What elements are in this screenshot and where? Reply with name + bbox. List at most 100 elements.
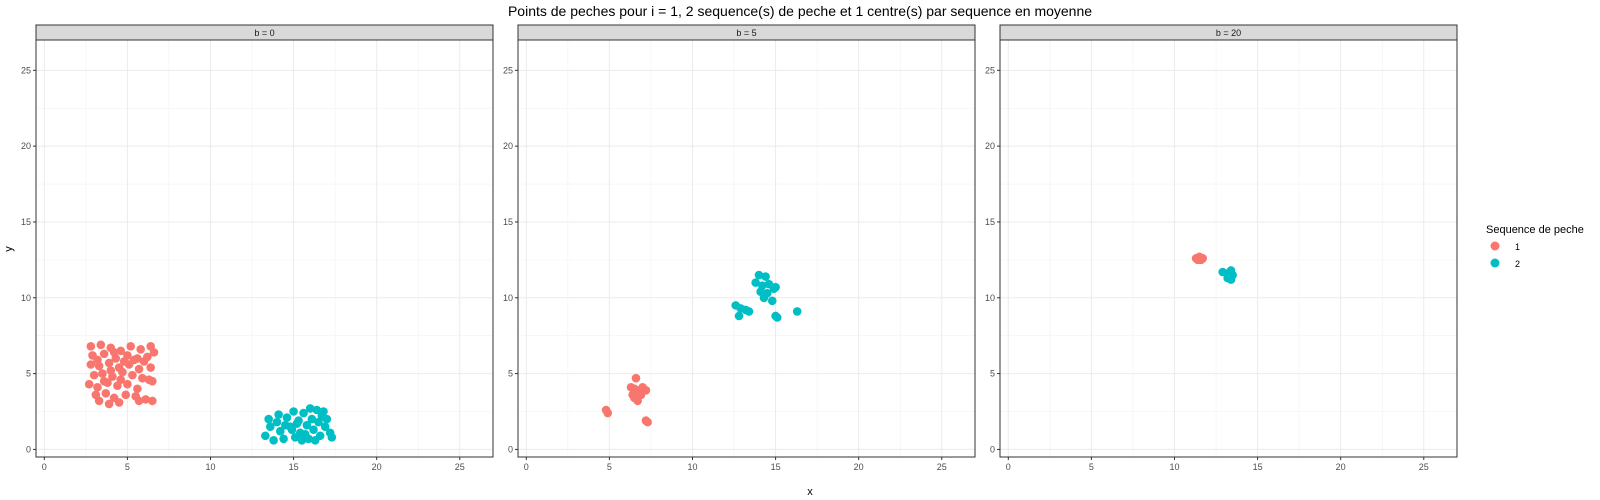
x-tick-label: 0 — [1006, 462, 1011, 472]
data-point — [274, 410, 283, 419]
data-point — [751, 278, 760, 287]
y-tick-label: 10 — [503, 293, 513, 303]
data-point — [138, 373, 147, 383]
data-point — [98, 369, 107, 378]
y-tick-label: 15 — [985, 217, 995, 227]
data-point — [146, 363, 155, 372]
facet-strip-label: b = 5 — [736, 28, 756, 38]
data-point — [261, 431, 270, 441]
x-tick-label: 25 — [455, 462, 465, 472]
data-point — [771, 282, 780, 292]
y-tick-label: 15 — [503, 217, 513, 227]
facet-strip-label: b = 20 — [1216, 28, 1241, 38]
x-tick-label: 0 — [42, 462, 47, 472]
data-point — [148, 396, 157, 406]
x-tick-label: 15 — [1253, 462, 1263, 472]
x-axis-label: x — [807, 486, 813, 498]
x-tick-label: 10 — [687, 462, 697, 472]
x-tick-label: 5 — [1089, 462, 1094, 472]
y-tick-label: 25 — [503, 65, 513, 75]
panel-border — [517, 39, 976, 458]
data-point — [119, 357, 129, 366]
y-tick-label: 5 — [26, 369, 31, 379]
x-tick-label: 0 — [524, 462, 529, 472]
data-point — [319, 407, 328, 416]
legend-key — [1490, 241, 1500, 251]
data-point — [754, 270, 764, 280]
data-point — [744, 307, 754, 316]
panel-background — [518, 40, 975, 457]
y-tick-label: 0 — [26, 444, 31, 454]
x-tick-label: 10 — [1169, 462, 1179, 472]
data-point — [106, 366, 116, 375]
y-tick-label: 10 — [21, 293, 31, 303]
data-point — [114, 398, 124, 407]
x-tick-label: 10 — [205, 462, 215, 472]
x-tick-label: 5 — [125, 462, 130, 472]
data-point — [630, 393, 639, 403]
y-tick-label: 25 — [985, 65, 995, 75]
y-tick-label: 20 — [985, 141, 995, 151]
data-point — [792, 307, 802, 316]
data-point — [129, 355, 139, 365]
data-point — [631, 373, 641, 383]
y-tick-label: 15 — [21, 217, 31, 227]
data-point — [109, 348, 119, 357]
x-tick-label: 15 — [289, 462, 299, 472]
facet-panel: b = 5 0 5 10 15 20 25 0 5 10 15 20 25 — [503, 24, 976, 472]
x-tick-label: 25 — [937, 462, 947, 472]
x-tick-label: 25 — [1419, 462, 1429, 472]
data-point — [759, 293, 769, 303]
data-point — [149, 348, 159, 357]
data-point — [93, 382, 102, 392]
y-tick-label: 5 — [508, 369, 513, 379]
data-point — [1226, 275, 1236, 284]
legend-title: Sequence de peche — [1486, 224, 1584, 236]
data-point — [772, 313, 782, 322]
facet-panels: b = 0 0 5 10 15 20 25 0 5 10 15 20 25 b = 5 0 5 10 15 20 25… — [21, 24, 1458, 472]
data-point — [134, 364, 144, 374]
data-point — [264, 414, 273, 424]
panel-background — [1000, 40, 1457, 457]
data-point — [292, 419, 302, 428]
y-axis-label: y — [3, 246, 15, 252]
y-tick-label: 10 — [985, 293, 995, 303]
data-point — [282, 413, 292, 422]
legend: Sequence de peche 1 2 — [1486, 224, 1584, 269]
data-point — [121, 390, 131, 400]
data-point — [96, 340, 106, 350]
data-point — [299, 408, 308, 418]
data-point — [266, 422, 275, 431]
chart-title: Points de peches pour i = 1, 2 sequence(… — [508, 3, 1092, 19]
data-point — [279, 434, 288, 444]
data-point — [128, 370, 137, 380]
data-point — [734, 311, 744, 321]
x-tick-label: 20 — [372, 462, 382, 472]
data-point — [94, 396, 104, 406]
panel-background — [36, 40, 493, 457]
x-tick-label: 20 — [854, 462, 864, 472]
data-point — [133, 384, 142, 394]
facet-strip-label: b = 0 — [254, 28, 274, 38]
data-point — [272, 417, 282, 427]
data-point — [269, 436, 278, 445]
data-point — [104, 399, 114, 409]
data-point — [101, 389, 111, 398]
y-tick-label: 20 — [503, 141, 513, 151]
data-point — [86, 342, 96, 351]
data-point — [104, 358, 114, 368]
data-point — [289, 407, 298, 416]
data-point — [643, 417, 652, 427]
data-point — [141, 395, 150, 404]
facet-panel: b = 0 0 5 10 15 20 25 0 5 10 15 20 25 — [21, 24, 494, 472]
data-point — [139, 357, 149, 366]
panel-border — [999, 39, 1458, 458]
data-point — [307, 414, 317, 424]
panel-border — [35, 39, 494, 458]
data-point — [309, 425, 318, 435]
y-tick-label: 20 — [21, 141, 31, 151]
data-point — [280, 420, 290, 430]
data-point — [84, 379, 94, 389]
legend-label: 1 — [1515, 242, 1520, 252]
